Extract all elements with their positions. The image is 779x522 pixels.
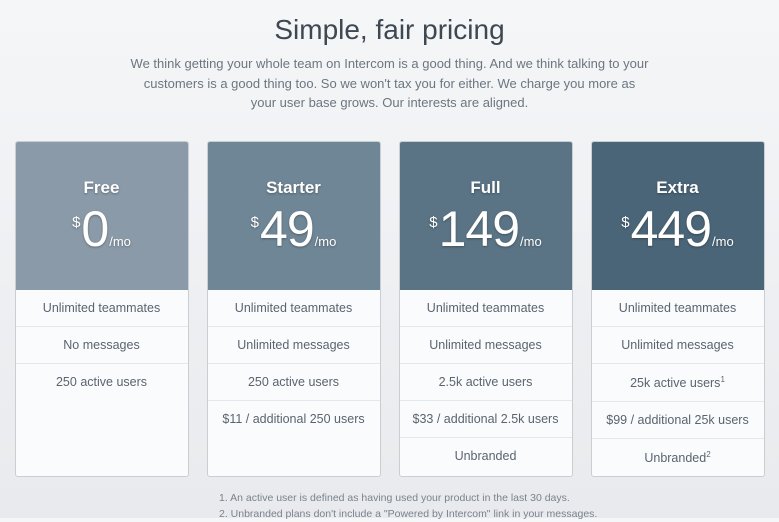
feature-item: Unlimited messages <box>208 327 380 364</box>
footnote-line: 2. Unbranded plans don't include a "Powe… <box>219 507 765 522</box>
footnote-line: 1. An active user is defined as having u… <box>219 491 765 507</box>
feature-item: Unlimited teammates <box>400 290 572 327</box>
price-row: $0/mo <box>72 204 131 254</box>
price-row: $449/mo <box>621 204 733 254</box>
pricing-card: Full $149/mo Unlimited teammatesUnlimited … <box>399 141 573 477</box>
price-period: /mo <box>315 234 337 249</box>
feature-item: $11 / additional 250 users <box>208 401 380 437</box>
price-period: /mo <box>712 234 734 249</box>
plan-name: Free <box>84 178 120 198</box>
feature-item: $33 / additional 2.5k users <box>400 401 572 438</box>
price-amount: 0 <box>81 204 108 254</box>
feature-list: Unlimited teammatesUnlimited messages250… <box>208 290 380 476</box>
price-amount: 449 <box>631 204 711 254</box>
feature-item: Unlimited teammates <box>16 290 188 327</box>
price-period: /mo <box>109 234 131 249</box>
feature-item: 25k active users1 <box>592 364 764 402</box>
price-period: /mo <box>520 234 542 249</box>
feature-item: Unlimited messages <box>592 327 764 364</box>
feature-item: $99 / additional 25k users <box>592 402 764 439</box>
price-row: $49/mo <box>251 204 337 254</box>
currency-symbol: $ <box>72 214 80 231</box>
feature-list: Unlimited teammatesUnlimited messages25k… <box>592 290 764 476</box>
feature-item: 250 active users <box>208 364 380 401</box>
pricing-container: Simple, fair pricing We think getting yo… <box>0 0 779 522</box>
plan-name: Starter <box>266 178 321 198</box>
pricing-cards-row: Free$0/moUnlimited teammatesNo messages2… <box>14 141 765 477</box>
price-amount: 149 <box>439 204 519 254</box>
feature-item: Unlimited messages <box>400 327 572 364</box>
feature-list: Unlimited teammatesNo messages250 active… <box>16 290 188 476</box>
card-header: Starter $49/mo <box>208 142 380 290</box>
card-header: Free$0/mo <box>16 142 188 290</box>
feature-item: Unbranded2 <box>592 439 764 476</box>
footnotes: 1. An active user is defined as having u… <box>14 491 765 522</box>
page-title: Simple, fair pricing <box>14 14 765 46</box>
pricing-card: Starter $49/mo Unlimited teammatesUnlimite… <box>207 141 381 477</box>
feature-list: Unlimited teammatesUnlimited messages2.5… <box>400 290 572 476</box>
footnote-ref: 1 <box>720 375 724 384</box>
price-row: $149/mo <box>429 204 541 254</box>
footnote-ref: 2 <box>706 450 710 459</box>
feature-item: No messages <box>16 327 188 364</box>
currency-symbol: $ <box>429 214 437 231</box>
feature-item: 250 active users <box>16 364 188 400</box>
pricing-card: Extra $449/mo Unlimited teammatesUnlimited… <box>591 141 765 477</box>
feature-item: Unlimited teammates <box>592 290 764 327</box>
page-subtext: We think getting your whole team on Inte… <box>130 54 650 113</box>
price-amount: 49 <box>260 204 314 254</box>
currency-symbol: $ <box>621 214 629 231</box>
feature-item: 2.5k active users <box>400 364 572 401</box>
plan-name: Extra <box>656 178 699 198</box>
feature-item: Unlimited teammates <box>208 290 380 327</box>
pricing-card: Free$0/moUnlimited teammatesNo messages2… <box>15 141 189 477</box>
plan-name: Full <box>470 178 500 198</box>
card-header: Extra $449/mo <box>592 142 764 290</box>
feature-item: Unbranded <box>400 438 572 474</box>
card-header: Full $149/mo <box>400 142 572 290</box>
currency-symbol: $ <box>251 214 259 231</box>
